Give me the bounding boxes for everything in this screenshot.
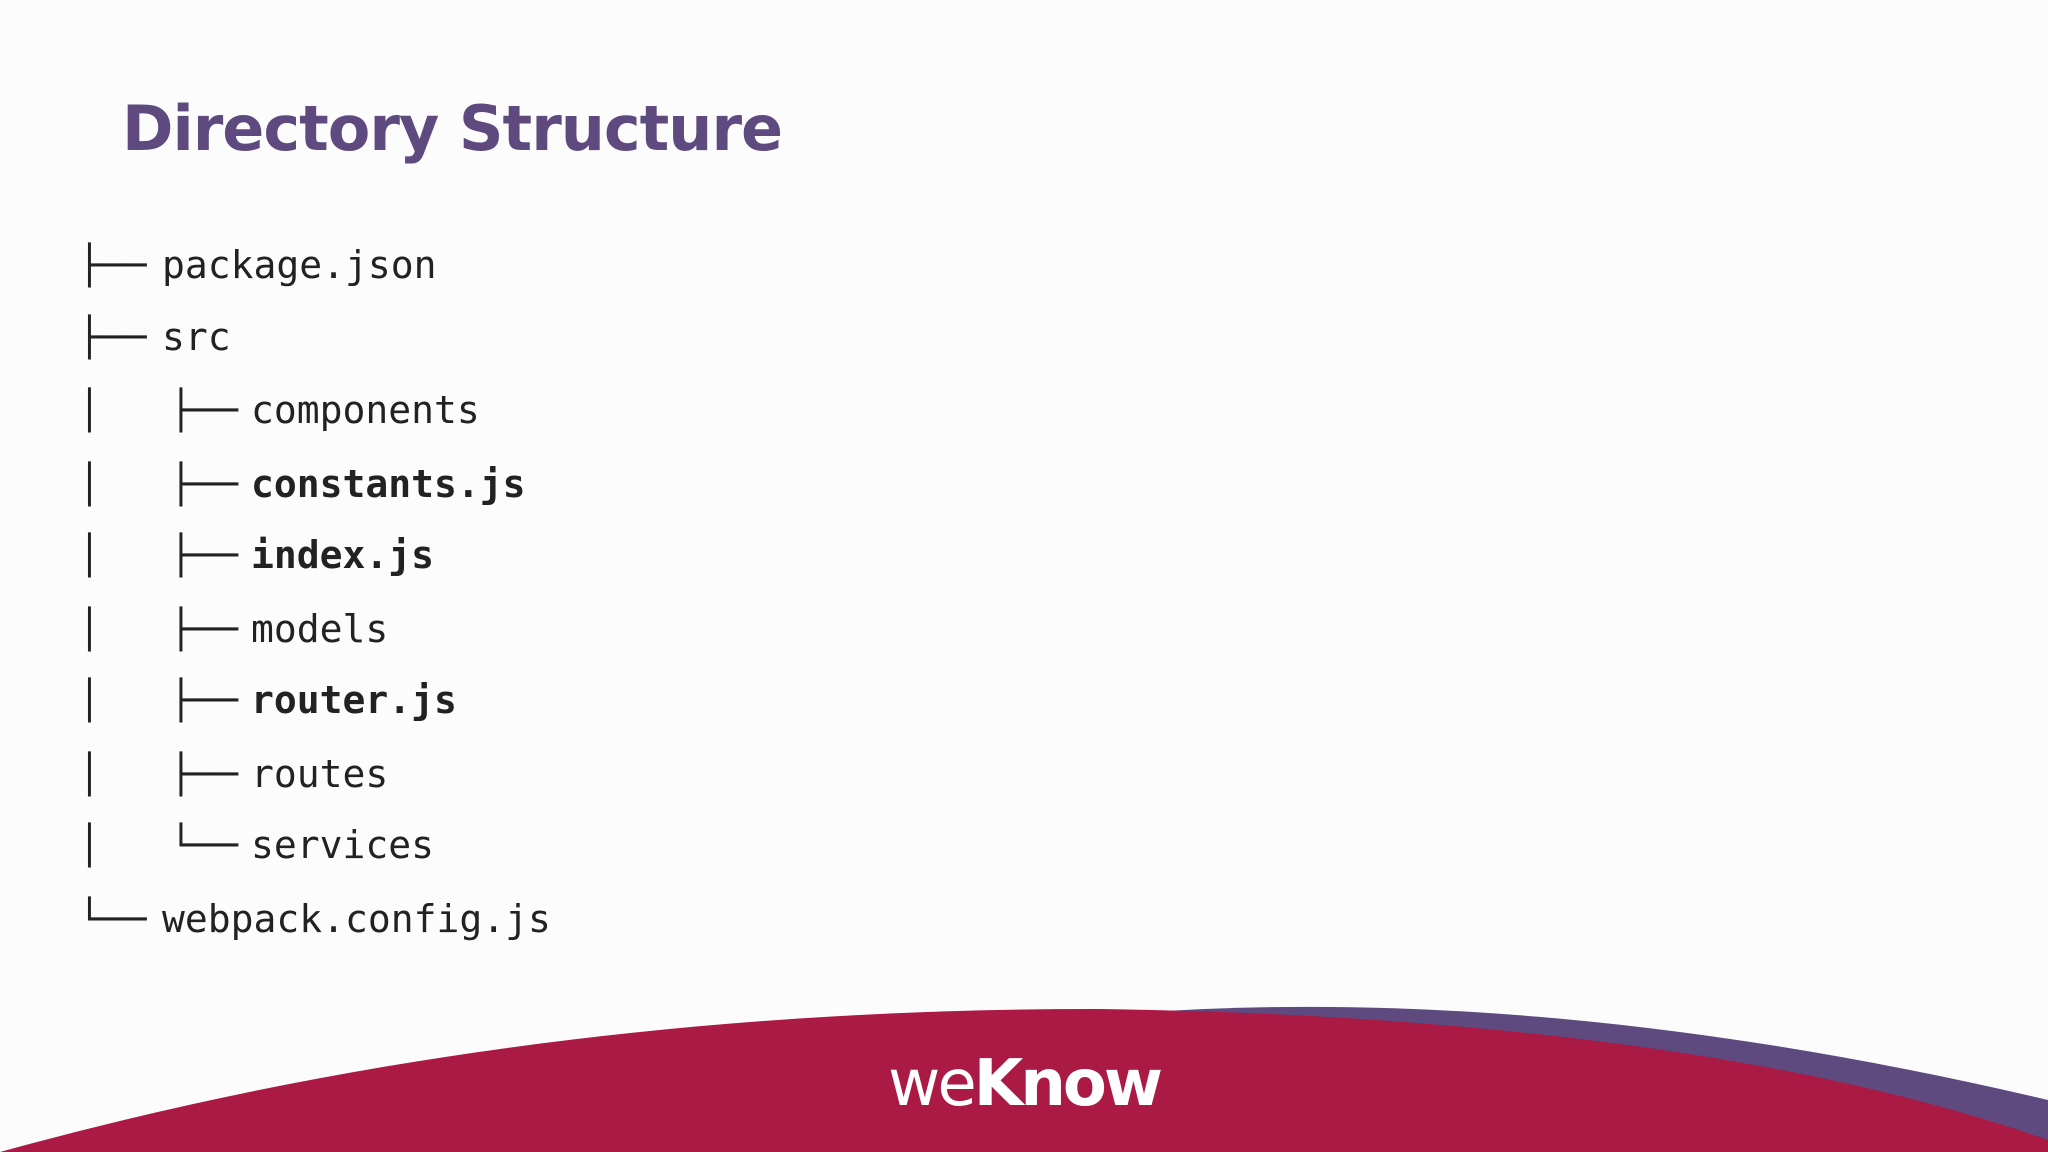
tree-branch: ├── <box>78 315 147 359</box>
tree-entry: package.json <box>162 243 437 287</box>
tree-entry: components <box>251 388 480 432</box>
slide-title: Directory Structure <box>122 92 783 165</box>
logo: weKnow <box>888 1047 1161 1121</box>
tree-entry: webpack.config.js <box>162 897 551 941</box>
tree-branch: │ ├── <box>78 607 239 651</box>
tree-branch: │ └── <box>78 823 239 867</box>
tree-branch: │ ├── <box>78 462 239 506</box>
tree-entry: constants.js <box>251 462 526 506</box>
tree-entry: router.js <box>251 678 457 722</box>
directory-tree: ├── package.json ├── src │ ├── components │ ├─… <box>78 243 551 941</box>
tree-entry: services <box>251 823 435 867</box>
tree-branch: │ ├── <box>78 533 239 577</box>
red-wave <box>0 1008 2048 1152</box>
tree-branch: └── <box>78 897 147 941</box>
logo-bold: Know <box>974 1047 1161 1121</box>
tree-branch: │ ├── <box>78 678 239 722</box>
logo-light: we <box>888 1047 974 1121</box>
tree-branch: ├── <box>78 243 147 287</box>
tree-entry: models <box>251 607 389 651</box>
tree-branch: │ ├── <box>78 388 239 432</box>
tree-branch: │ ├── <box>78 752 239 796</box>
tree-entry: index.js <box>251 533 435 577</box>
tree-entry: routes <box>251 752 389 796</box>
tree-entry: src <box>162 315 231 359</box>
